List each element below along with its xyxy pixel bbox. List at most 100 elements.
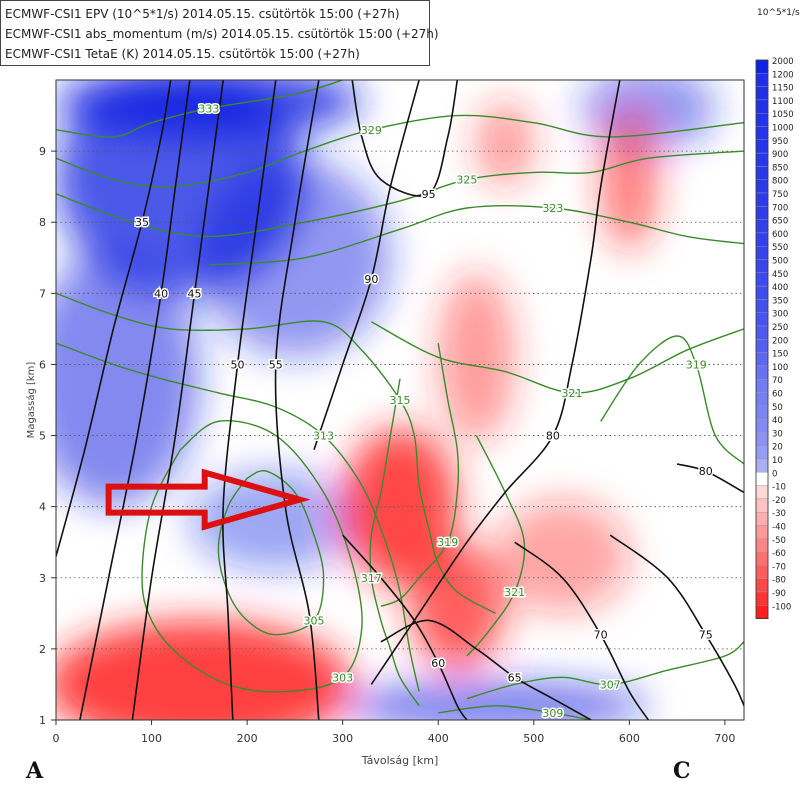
colorbar-swatch [755, 126, 769, 141]
epv-negative-region [342, 428, 458, 585]
abs-momentum-contour-label: 65 [508, 671, 522, 684]
colorbar-label: 70 [772, 376, 783, 386]
theta-e-contour-label: 319 [686, 358, 707, 371]
colorbar-swatch [755, 232, 769, 247]
y-tick-label: 4 [39, 501, 46, 514]
abs-momentum-contour [222, 80, 277, 720]
y-tick-label: 7 [39, 287, 46, 300]
colorbar-swatch [755, 272, 769, 287]
y-tick-label: 8 [39, 216, 46, 229]
abs-momentum-contour-label: 80 [699, 465, 713, 478]
colorbar-label: 20 [772, 443, 783, 453]
colorbar-swatch [755, 512, 769, 526]
abs-momentum-contour-label: 95 [422, 188, 436, 201]
theta-e-contour [370, 321, 744, 394]
colorbar-swatch [755, 485, 769, 500]
x-tick-label: 300 [332, 732, 353, 745]
epv-negative-region [476, 101, 534, 187]
colorbar-label: 0 [772, 469, 777, 479]
colorbar-swatch [755, 565, 769, 579]
y-axis-label: Magasság [km] [25, 362, 37, 439]
epv-negative-region [438, 272, 515, 443]
colorbar-swatch [755, 405, 769, 420]
colorbar-label: 300 [772, 310, 788, 320]
theta-e-contour-label: 321 [562, 387, 583, 400]
abs-momentum-contour-label: 75 [699, 629, 713, 642]
colorbar-label: 900 [772, 150, 788, 160]
abs-momentum-contour [342, 534, 468, 720]
contours [56, 80, 744, 720]
theta-e-contour [56, 114, 744, 188]
abs-momentum-contour-label: 70 [594, 629, 608, 642]
colorbar-swatch [755, 392, 769, 407]
colorbar-label: 750 [772, 190, 788, 200]
colorbar-label: 150 [772, 350, 788, 360]
abs-momentum-contour [131, 80, 224, 720]
colorbar-label: -100 [772, 602, 791, 612]
y-tick-label: 9 [39, 145, 46, 158]
theta-e-contour-label: 305 [304, 614, 325, 627]
colorbar-swatch [755, 59, 769, 74]
colorbar-label: 250 [772, 323, 788, 333]
colorbar-label: 60 [772, 390, 783, 400]
legend-line-epv: ECMWF-CSI1 EPV (10^5*1/s) 2014.05.15. cs… [5, 7, 400, 21]
epv-positive-region [199, 158, 391, 358]
colorbar-swatch [755, 339, 769, 353]
y-tick-label: 5 [39, 430, 46, 443]
colorbar-frame [755, 59, 769, 619]
theta-e-contour-label: 303 [332, 671, 353, 684]
theta-e-contour [217, 469, 325, 636]
colorbar-swatch [755, 312, 769, 327]
colorbar-swatch [755, 139, 769, 154]
colorbar-label: 100 [772, 363, 788, 373]
abs-momentum-contour [79, 80, 191, 720]
colorbar-label: 600 [772, 230, 788, 240]
abs-momentum-contour [380, 619, 592, 720]
abs-momentum-contour [676, 463, 744, 494]
abs-momentum-contour [56, 80, 172, 557]
corner-label-left: A [26, 758, 44, 784]
colorbar-swatch [755, 245, 769, 260]
abs-momentum-contour-label: 40 [154, 287, 168, 300]
abs-momentum-contour-label: 55 [269, 358, 283, 371]
abs-momentum-contour-label: 35 [135, 216, 149, 229]
legend-box: ECMWF-CSI1 EPV (10^5*1/s) 2014.05.15. cs… [0, 0, 439, 66]
colorbar-swatch [755, 285, 769, 300]
legend-line-theta-e: ECMWF-CSI1 TetaE (K) 2014.05.15. csütört… [5, 47, 360, 61]
colorbar-swatch [755, 458, 769, 473]
colorbar-swatch [755, 192, 769, 207]
colorbar: 2000120011501100105010009509008508007507… [755, 57, 794, 619]
colorbar-label: 800 [772, 177, 788, 187]
colorbar-label: 500 [772, 257, 788, 267]
colorbar-swatch [755, 325, 769, 340]
theta-e-contour-label: 309 [542, 707, 563, 720]
colorbar-label: 650 [772, 217, 788, 227]
colorbar-label: 50 [772, 403, 783, 413]
colorbar-swatch [755, 73, 769, 87]
colorbar-unit: 10^5*1/s [757, 8, 800, 18]
epv-negative-region [409, 542, 506, 671]
abs-momentum-contour-label: 50 [231, 358, 245, 371]
x-tick-label: 100 [141, 732, 162, 745]
colorbar-label: 1000 [772, 124, 794, 134]
colorbar-swatch [755, 259, 769, 274]
colorbar-swatch [755, 432, 769, 446]
abs-momentum-contour [370, 80, 621, 685]
corner-label-right: C [673, 758, 691, 784]
theta-e-contour [56, 342, 420, 692]
theta-e-contour-label: 319 [437, 536, 458, 549]
colorbar-label: 950 [772, 137, 788, 147]
y-tick-label: 6 [39, 358, 46, 371]
x-tick-label: 500 [523, 732, 544, 745]
colorbar-swatch [755, 99, 769, 114]
x-tick-label: 400 [428, 732, 449, 745]
colorbar-label: -50 [772, 536, 786, 546]
theta-e-contour [380, 342, 460, 607]
epv-blobs [56, 80, 716, 720]
axes: 0 100 200 300 400 500 600 700123456789Távolság … [25, 145, 735, 767]
epv-positive-region [56, 250, 200, 507]
y-tick-label: 1 [39, 714, 46, 727]
theta-e-contour-label: 329 [361, 124, 382, 137]
colorbar-label: 1100 [772, 97, 794, 107]
